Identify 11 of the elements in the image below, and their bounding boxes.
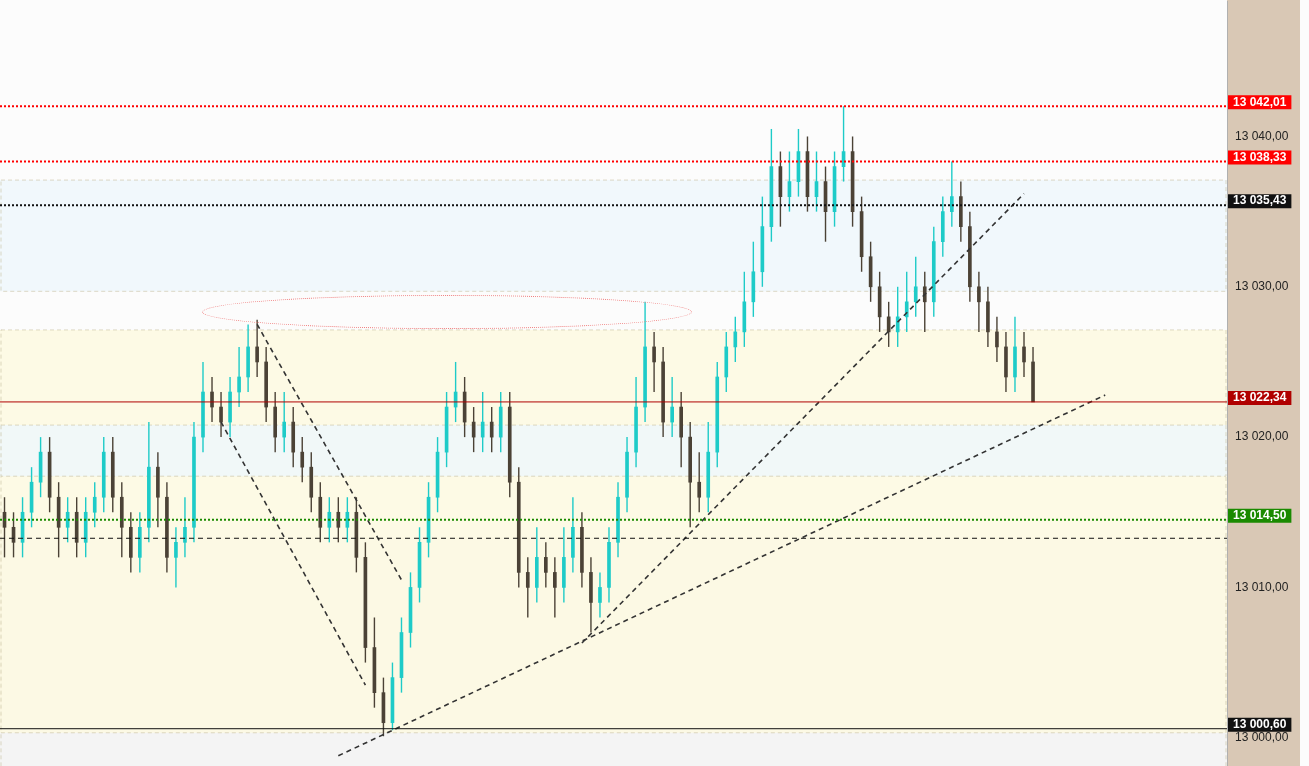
ref-line-label: 13 022,34 — [1233, 390, 1287, 405]
y-tick-label: 13 040,00 — [1235, 128, 1289, 143]
ref-line-label: 13 042,01 — [1233, 94, 1287, 109]
ref-line-label: 13 014,50 — [1233, 508, 1287, 523]
y-tick-label: 13 010,00 — [1235, 579, 1289, 594]
ref-line-label: 13 038,33 — [1233, 149, 1287, 164]
y-tick-label: 13 030,00 — [1235, 279, 1289, 294]
ref-line-label: 13 035,43 — [1233, 193, 1287, 208]
ref-line-label: 13 000,60 — [1233, 717, 1287, 732]
y-tick-label: 13 020,00 — [1235, 429, 1289, 444]
y-tick-label: 13 000,00 — [1235, 730, 1289, 745]
